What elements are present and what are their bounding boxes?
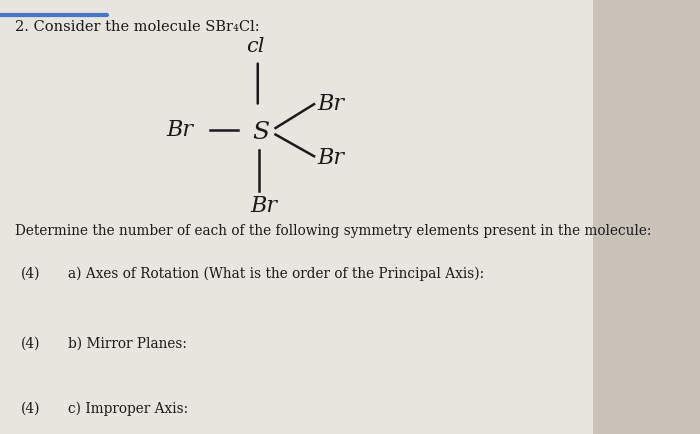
Text: (4): (4) <box>21 336 40 350</box>
Text: a) Axes of Rotation (What is the order of the Principal Axis):: a) Axes of Rotation (What is the order o… <box>68 267 484 281</box>
Text: 2. Consider the molecule SBr₄Cl:: 2. Consider the molecule SBr₄Cl: <box>15 20 260 33</box>
Text: Br: Br <box>250 195 277 217</box>
Text: c) Improper Axis:: c) Improper Axis: <box>68 401 188 416</box>
Text: b) Mirror Planes:: b) Mirror Planes: <box>68 336 187 350</box>
Text: S: S <box>252 121 270 144</box>
Text: cl: cl <box>246 37 264 56</box>
Text: (4): (4) <box>21 267 40 281</box>
Text: Br: Br <box>166 119 193 141</box>
Text: Br: Br <box>317 148 344 169</box>
Text: (4): (4) <box>21 401 40 415</box>
Text: Br: Br <box>317 93 344 115</box>
Text: Determine the number of each of the following symmetry elements present in the m: Determine the number of each of the foll… <box>15 224 651 237</box>
